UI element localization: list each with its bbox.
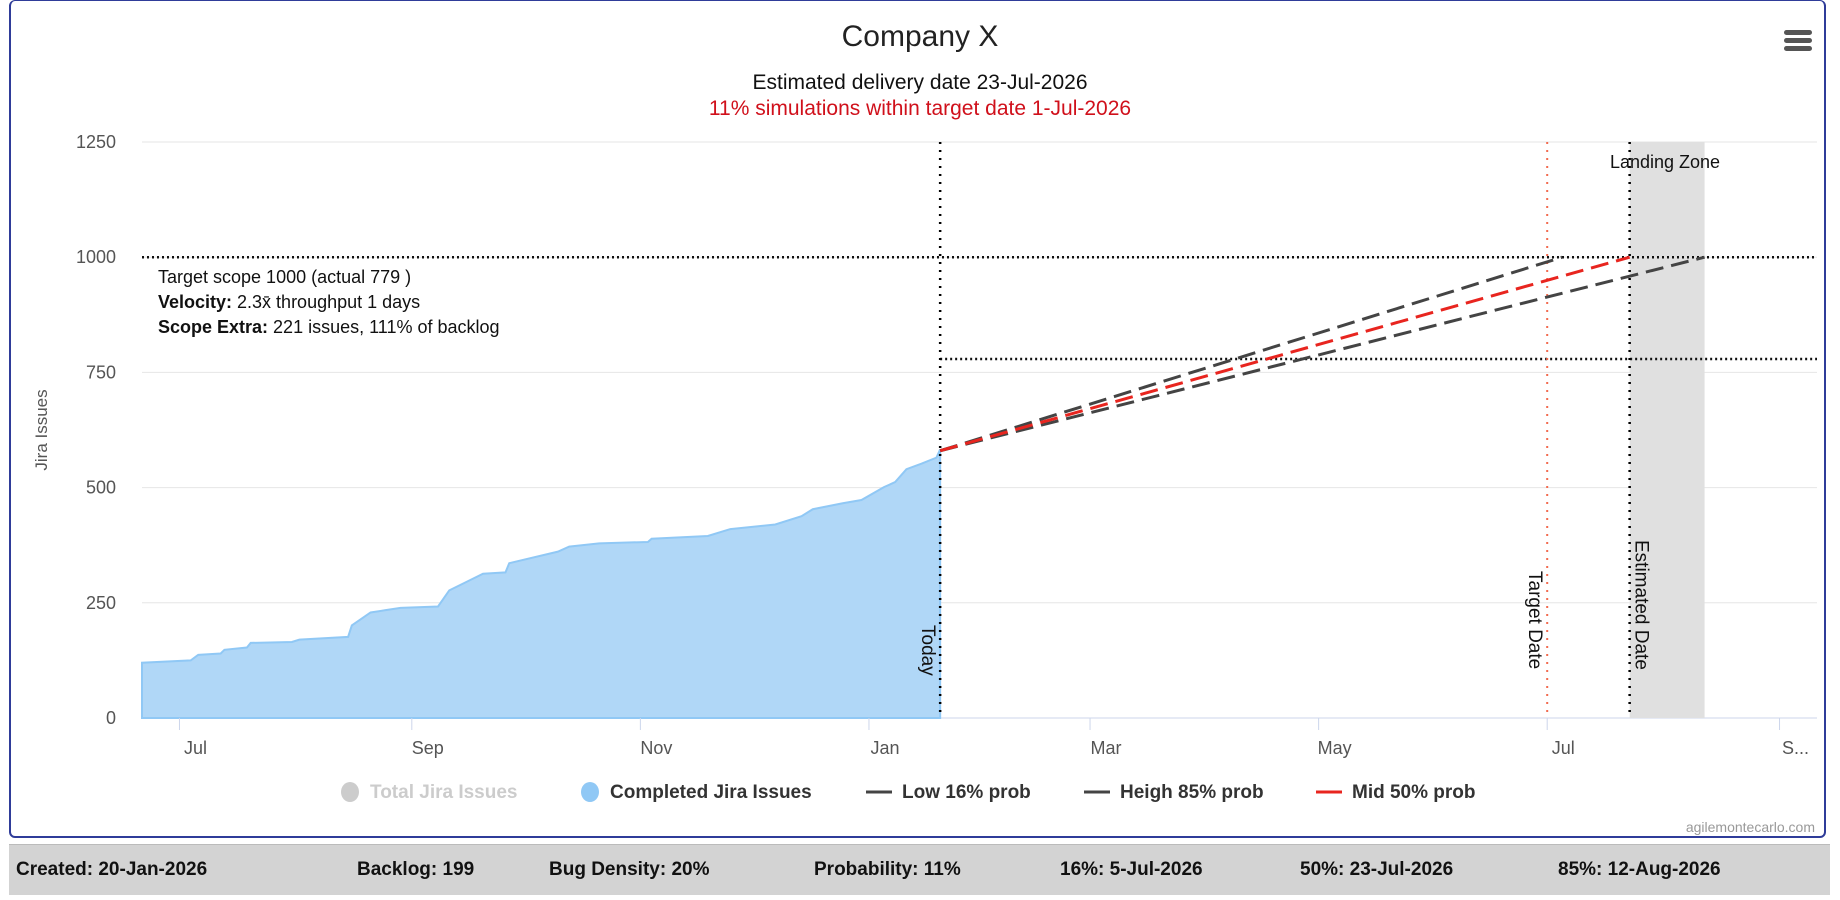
annotation-scope-value: 221 issues, 111% of backlog bbox=[268, 317, 499, 337]
x-tick-label: Jul bbox=[184, 738, 207, 758]
y-tick-label: 1250 bbox=[76, 132, 116, 152]
legend-marker bbox=[581, 782, 599, 802]
chart-title: Company X bbox=[842, 20, 999, 53]
chart: Company X Estimated delivery date 23-Jul… bbox=[32, 20, 1817, 835]
forecast-line-2 bbox=[939, 255, 1563, 453]
x-tick-label: Jul bbox=[1552, 738, 1575, 758]
summary-p16: 16%: 5-Jul-2026 bbox=[1060, 859, 1203, 880]
plot-line-label: Estimated Date bbox=[1631, 540, 1652, 670]
landing-zone-label: Landing Zone bbox=[1610, 152, 1720, 172]
annotation-line1: Target scope 1000 (actual 779 ) bbox=[158, 267, 411, 287]
forecast-line-3 bbox=[939, 255, 1705, 453]
summary-bar: Created: 20-Jan-2026 Backlog: 199 Bug De… bbox=[9, 844, 1830, 895]
legend-item-heigh-85%-prob[interactable]: Heigh 85% prob bbox=[1120, 782, 1264, 803]
annotation-velocity-label: Velocity: bbox=[158, 292, 232, 312]
summary-probability: Probability: 11% bbox=[814, 859, 961, 880]
chart-container bbox=[9, 0, 1826, 838]
summary-created: Created: 20-Jan-2026 bbox=[16, 859, 208, 880]
x-tick-label: Nov bbox=[640, 738, 672, 758]
x-tick-label: Mar bbox=[1091, 738, 1122, 758]
annotation-velocity-value: 2.3x̄ throughput 1 days bbox=[232, 292, 420, 312]
legend-item-low-16%-prob[interactable]: Low 16% prob bbox=[902, 782, 1031, 803]
legend-item-mid-50%-prob[interactable]: Mid 50% prob bbox=[1352, 782, 1476, 803]
summary-bug-density: Bug Density: 20% bbox=[549, 859, 710, 880]
y-tick-label: 750 bbox=[86, 362, 116, 382]
summary-p50: 50%: 23-Jul-2026 bbox=[1300, 859, 1454, 880]
forecast-line-4 bbox=[939, 255, 1631, 453]
chart-subtitle: Estimated delivery date 23-Jul-2026 bbox=[752, 71, 1087, 94]
menu-icon[interactable] bbox=[1784, 30, 1812, 54]
x-tick-label: S... bbox=[1782, 738, 1809, 758]
plot-line-label: Today bbox=[917, 625, 938, 676]
svg-text:Scope Extra: 221 issues, 111%: Scope Extra: 221 issues, 111% of backlog bbox=[158, 317, 500, 337]
svg-text:Velocity: 2.3x̄ throughput 1 d: Velocity: 2.3x̄ throughput 1 days bbox=[158, 292, 420, 312]
annotation: Target scope 1000 (actual 779 ) Velocity… bbox=[158, 267, 500, 337]
completed-issues-area bbox=[141, 448, 942, 719]
chart-subtitle-target: 11% simulations within target date 1-Jul… bbox=[709, 97, 1131, 120]
y-tick-label: 0 bbox=[106, 708, 116, 728]
x-tick-label: May bbox=[1318, 738, 1352, 758]
legend-marker bbox=[341, 782, 359, 802]
landing-zone-band bbox=[1629, 142, 1705, 718]
credits[interactable]: agilemontecarlo.com bbox=[1686, 819, 1815, 835]
legend-item-total-jira-issues[interactable]: Total Jira Issues bbox=[370, 782, 518, 803]
x-tick-label: Sep bbox=[412, 738, 444, 758]
legend-item-completed-jira-issues[interactable]: Completed Jira Issues bbox=[610, 782, 812, 803]
summary-p85: 85%: 12-Aug-2026 bbox=[1558, 859, 1721, 880]
y-tick-label: 1000 bbox=[76, 247, 116, 267]
plot-line-label: Target Date bbox=[1524, 571, 1545, 669]
annotation-scope-label: Scope Extra: bbox=[158, 317, 268, 337]
y-tick-label: 250 bbox=[86, 593, 116, 613]
y-axis-label: Jira Issues bbox=[32, 389, 51, 470]
y-tick-label: 500 bbox=[86, 478, 116, 498]
x-tick-label: Jan bbox=[870, 738, 899, 758]
summary-backlog: Backlog: 199 bbox=[357, 859, 475, 880]
